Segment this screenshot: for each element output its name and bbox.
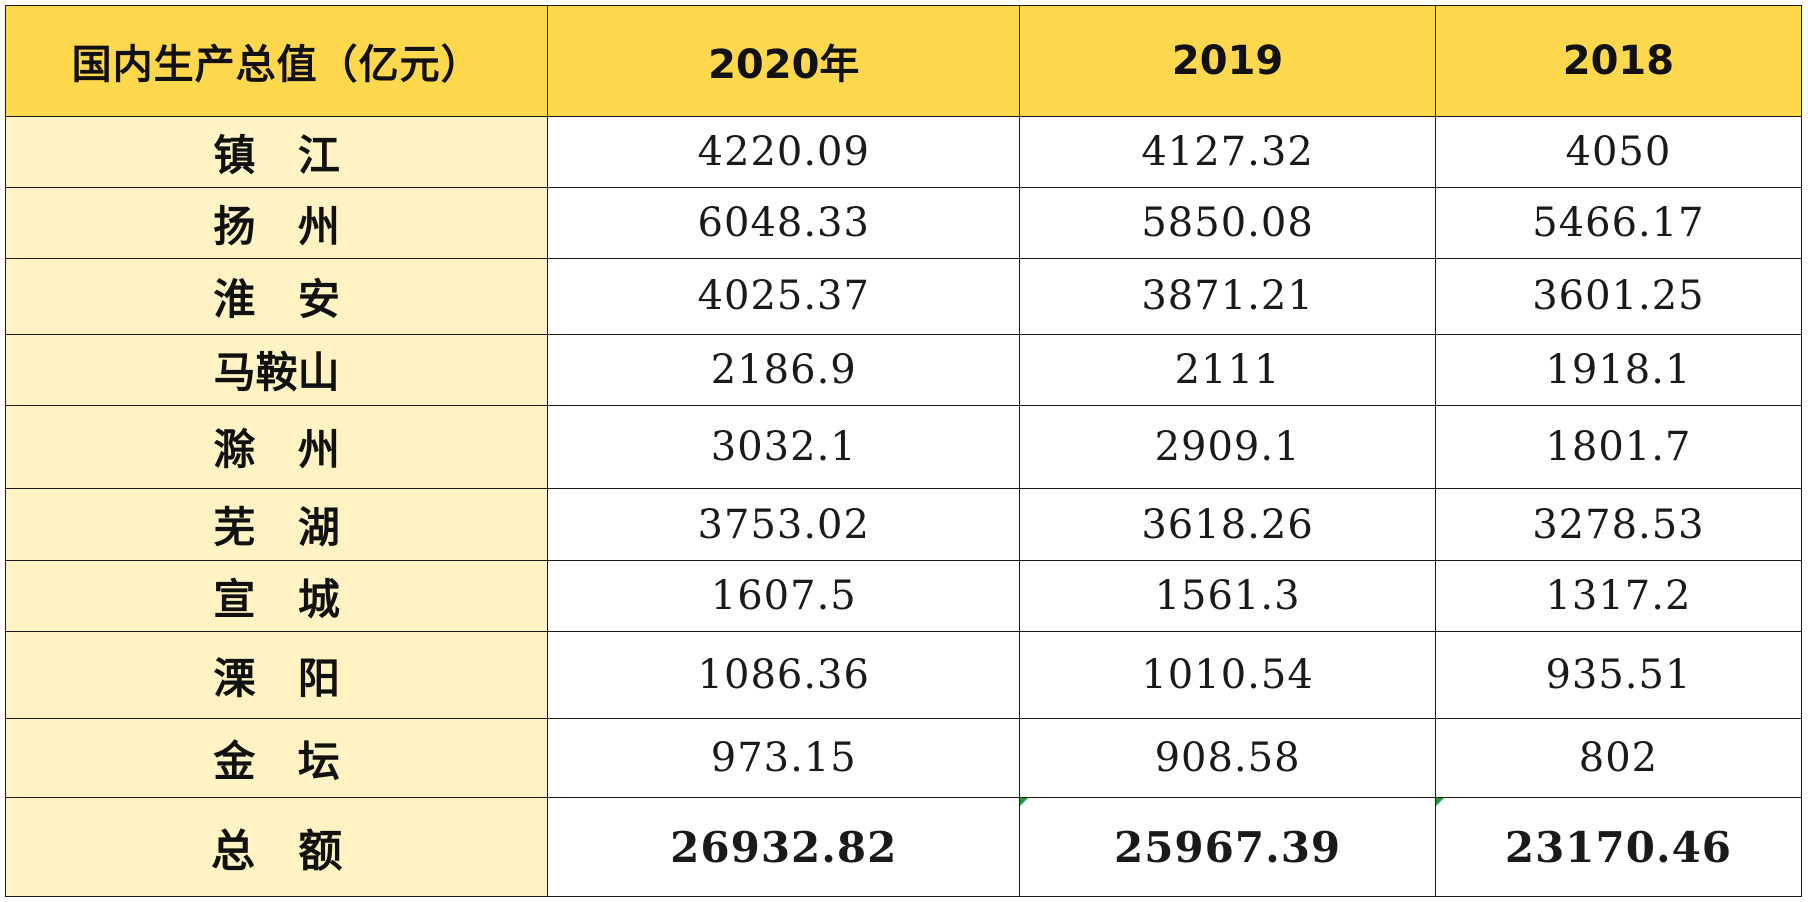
value-cell-2018[interactable]: 802 (1434, 718, 1803, 799)
table-row: 镇 江 4220.09 4127.32 4050 (4, 116, 1803, 188)
value-cell-2018[interactable]: 1918.1 (1434, 333, 1803, 406)
header-label-cell[interactable]: 国内生产总值（亿元） (4, 5, 549, 117)
header-year-2018[interactable]: 2018 (1434, 5, 1803, 117)
city-cell[interactable]: 淮 安 (4, 258, 549, 335)
table-body: 镇 江 4220.09 4127.32 4050 扬 州 6048.33 585… (4, 116, 1803, 897)
value-cell-2019[interactable]: 908.58 (1019, 718, 1436, 799)
value-cell-2018[interactable]: 3601.25 (1434, 258, 1803, 335)
table-header: 国内生产总值（亿元） 2020年 2019 2018 (4, 5, 1803, 117)
value-cell-2018[interactable]: 3278.53 (1434, 488, 1803, 562)
city-cell[interactable]: 溧 阳 (4, 631, 549, 720)
value-cell-2019[interactable]: 1561.3 (1019, 560, 1436, 633)
value-cell-2020[interactable]: 6048.33 (547, 187, 1021, 259)
gdp-table: 国内生产总值（亿元） 2020年 2019 2018 镇 江 4220.09 4… (4, 5, 1803, 897)
total-row: 总 额 26932.82 25967.39 23170.46 (4, 797, 1803, 897)
table-row: 芜 湖 3753.02 3618.26 3278.53 (4, 488, 1803, 562)
total-value-2019: 25967.39 (1113, 822, 1342, 872)
city-cell[interactable]: 镇 江 (4, 116, 549, 188)
value-cell-2020[interactable]: 2186.9 (547, 333, 1021, 406)
value-cell-2018[interactable]: 935.51 (1434, 631, 1803, 720)
total-cell-2019[interactable]: 25967.39 (1019, 797, 1436, 897)
table-row: 滁 州 3032.1 2909.1 1801.7 (4, 404, 1803, 490)
table-row: 宣 城 1607.5 1561.3 1317.2 (4, 560, 1803, 633)
value-cell-2020[interactable]: 4025.37 (547, 258, 1021, 335)
table-row: 马鞍山 2186.9 2111 1918.1 (4, 333, 1803, 406)
total-value-2018: 23170.46 (1504, 822, 1733, 872)
value-cell-2020[interactable]: 3032.1 (547, 404, 1021, 490)
table-row: 金 坛 973.15 908.58 802 (4, 718, 1803, 799)
total-cell-2020[interactable]: 26932.82 (547, 797, 1021, 897)
city-cell[interactable]: 宣 城 (4, 560, 549, 633)
value-cell-2018[interactable]: 4050 (1434, 116, 1803, 188)
error-flag-icon (1435, 798, 1444, 807)
value-cell-2019[interactable]: 4127.32 (1019, 116, 1436, 188)
header-year-2019[interactable]: 2019 (1019, 5, 1436, 117)
value-cell-2018[interactable]: 5466.17 (1434, 187, 1803, 259)
total-cell-2018[interactable]: 23170.46 (1434, 797, 1803, 897)
city-cell[interactable]: 滁 州 (4, 404, 549, 490)
value-cell-2019[interactable]: 5850.08 (1019, 187, 1436, 259)
error-flag-icon (1020, 798, 1029, 807)
value-cell-2020[interactable]: 1086.36 (547, 631, 1021, 720)
city-cell[interactable]: 芜 湖 (4, 488, 549, 562)
city-cell[interactable]: 金 坛 (4, 718, 549, 799)
city-cell[interactable]: 扬 州 (4, 187, 549, 259)
total-label-cell[interactable]: 总 额 (4, 797, 549, 897)
table-row: 扬 州 6048.33 5850.08 5466.17 (4, 187, 1803, 259)
value-cell-2019[interactable]: 3871.21 (1019, 258, 1436, 335)
value-cell-2019[interactable]: 1010.54 (1019, 631, 1436, 720)
city-cell[interactable]: 马鞍山 (4, 333, 549, 406)
value-cell-2019[interactable]: 2111 (1019, 333, 1436, 406)
value-cell-2019[interactable]: 3618.26 (1019, 488, 1436, 562)
table-row: 淮 安 4025.37 3871.21 3601.25 (4, 258, 1803, 335)
table-row: 溧 阳 1086.36 1010.54 935.51 (4, 631, 1803, 720)
value-cell-2018[interactable]: 1801.7 (1434, 404, 1803, 490)
header-row: 国内生产总值（亿元） 2020年 2019 2018 (4, 5, 1803, 117)
value-cell-2020[interactable]: 973.15 (547, 718, 1021, 799)
value-cell-2019[interactable]: 2909.1 (1019, 404, 1436, 490)
value-cell-2018[interactable]: 1317.2 (1434, 560, 1803, 633)
value-cell-2020[interactable]: 3753.02 (547, 488, 1021, 562)
header-year-2020[interactable]: 2020年 (547, 5, 1021, 117)
value-cell-2020[interactable]: 1607.5 (547, 560, 1021, 633)
value-cell-2020[interactable]: 4220.09 (547, 116, 1021, 188)
